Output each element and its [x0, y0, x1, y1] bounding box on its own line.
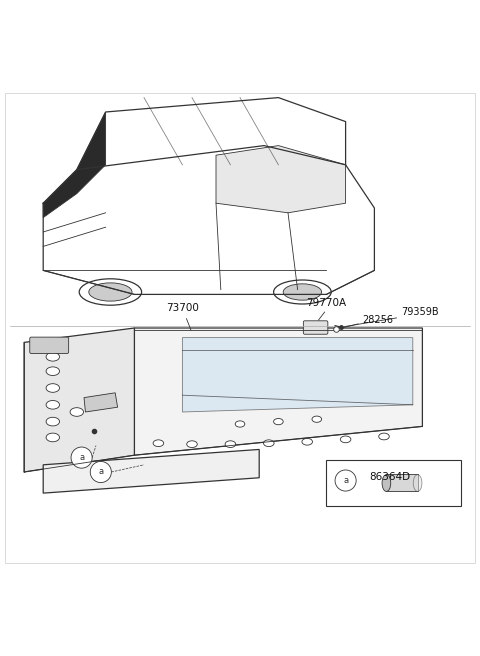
- Ellipse shape: [187, 441, 197, 447]
- Polygon shape: [43, 112, 106, 218]
- Ellipse shape: [340, 436, 351, 443]
- Ellipse shape: [94, 398, 108, 407]
- Ellipse shape: [46, 384, 60, 392]
- Ellipse shape: [382, 475, 391, 491]
- Polygon shape: [386, 474, 418, 491]
- Ellipse shape: [264, 440, 274, 447]
- Ellipse shape: [312, 416, 322, 422]
- Text: a: a: [79, 453, 84, 462]
- Polygon shape: [43, 449, 259, 493]
- Text: 28256: 28256: [362, 315, 394, 325]
- Ellipse shape: [235, 421, 245, 427]
- FancyBboxPatch shape: [326, 460, 461, 506]
- Polygon shape: [182, 338, 413, 412]
- Polygon shape: [134, 328, 422, 455]
- FancyBboxPatch shape: [303, 321, 328, 335]
- Circle shape: [335, 470, 356, 491]
- Text: a: a: [98, 468, 103, 476]
- Polygon shape: [84, 393, 118, 412]
- Ellipse shape: [283, 284, 322, 300]
- Ellipse shape: [70, 407, 84, 417]
- Ellipse shape: [302, 438, 312, 445]
- Text: 79359B: 79359B: [401, 306, 438, 317]
- Ellipse shape: [46, 400, 60, 409]
- Ellipse shape: [89, 283, 132, 301]
- Ellipse shape: [225, 441, 236, 447]
- FancyBboxPatch shape: [30, 337, 69, 354]
- Ellipse shape: [274, 419, 283, 424]
- Circle shape: [71, 447, 92, 468]
- Ellipse shape: [153, 440, 164, 447]
- Polygon shape: [24, 328, 134, 472]
- Circle shape: [90, 461, 111, 483]
- Text: 79770A: 79770A: [306, 298, 347, 308]
- Ellipse shape: [46, 417, 60, 426]
- Text: 86364D: 86364D: [370, 472, 411, 482]
- Text: 73700: 73700: [166, 303, 199, 330]
- Polygon shape: [216, 146, 346, 213]
- Ellipse shape: [413, 475, 422, 491]
- Text: a: a: [343, 476, 348, 485]
- Ellipse shape: [46, 433, 60, 441]
- Ellipse shape: [46, 352, 60, 361]
- Ellipse shape: [46, 367, 60, 375]
- Ellipse shape: [379, 433, 389, 440]
